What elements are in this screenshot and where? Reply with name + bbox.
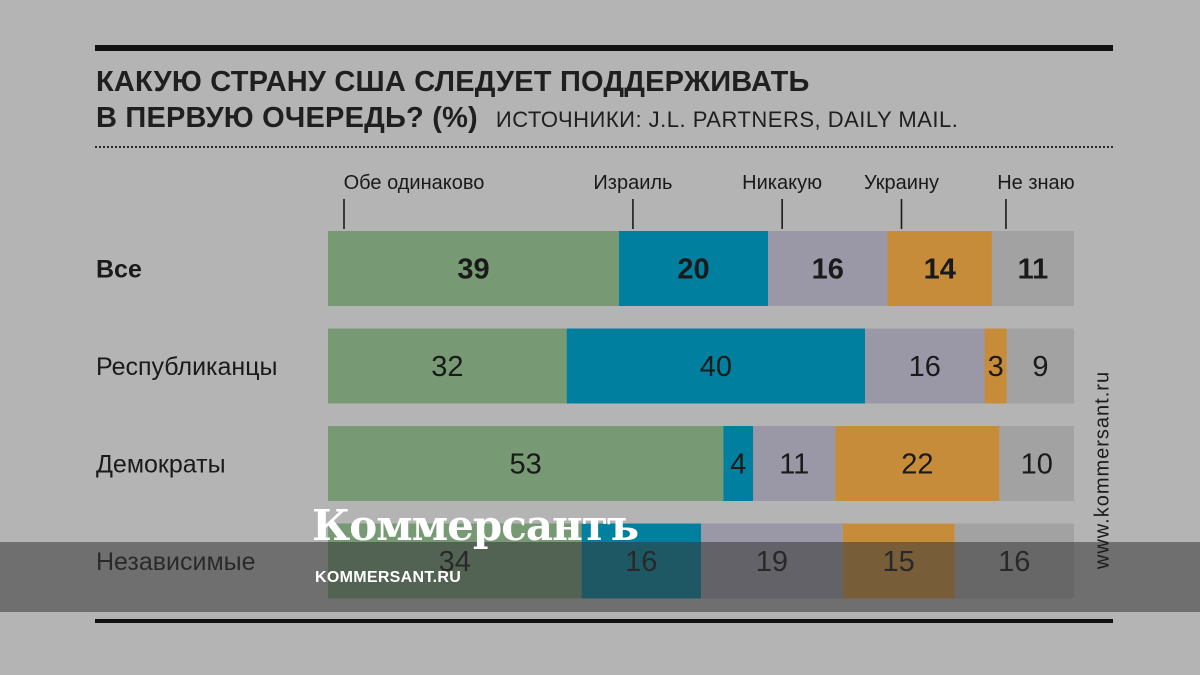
bar-segment-израиль — [723, 426, 754, 501]
legend-label-обе-одинаково: Обе одинаково — [344, 172, 485, 194]
value-label: 40 — [700, 351, 732, 383]
vertical-url-watermark: www.kommersant.ru — [1091, 370, 1114, 570]
title-line-2: В ПЕРВУЮ ОЧЕРЕДЬ? (%) ИСТОЧНИКИ: J.L. PAR… — [96, 100, 958, 138]
value-label: 9 — [1032, 351, 1048, 383]
legend-label-никакую: Никакую — [742, 172, 822, 194]
bar-segment-израиль — [618, 231, 769, 306]
bar-segment-никакую — [768, 231, 888, 306]
value-label: 3 — [988, 351, 1004, 383]
bar-segment-украину — [984, 328, 1007, 404]
value-label: 20 — [677, 254, 709, 286]
value-label: 11 — [779, 449, 809, 481]
brand-url-watermark: KOMMERSANT.RU — [315, 569, 462, 586]
value-label: 22 — [901, 449, 933, 481]
dotted-divider — [95, 146, 1113, 148]
chart-title: КАКУЮ СТРАНУ США СЛЕДУЕТ ПОДДЕРЖИВАТЬ В … — [96, 64, 958, 138]
value-label: 11 — [1018, 254, 1049, 286]
legend-label-израиль: Израиль — [593, 172, 672, 194]
legend-label-не-знаю: Не знаю — [997, 172, 1074, 194]
value-label: 16 — [812, 254, 844, 286]
legend-label-украину: Украину — [864, 172, 939, 194]
title-line-1: КАКУЮ СТРАНУ США СЛЕДУЕТ ПОДДЕРЖИВАТЬ — [96, 66, 810, 98]
bar-segment-не-знаю — [1006, 328, 1074, 404]
source-note: ИСТОЧНИКИ: J.L. PARTNERS, DAILY MAIL. — [495, 107, 959, 132]
title-line-2-text: В ПЕРВУЮ ОЧЕРЕДЬ? (%) — [96, 102, 478, 134]
value-label: 39 — [457, 254, 489, 286]
brand-logo-watermark: Коммерсантъ — [312, 501, 639, 550]
row-label: Республиканцы — [96, 353, 278, 381]
bar-segment-обе-одинаково — [328, 231, 619, 306]
bar-segment-никакую — [865, 328, 985, 404]
bar-segment-не-знаю — [991, 231, 1074, 306]
bar-segment-украину — [887, 231, 992, 306]
bar-segment-израиль — [566, 328, 866, 404]
row-label: Демократы — [96, 451, 226, 479]
bar-segment-украину — [835, 426, 1000, 501]
value-label: 53 — [510, 449, 542, 481]
bar-segment-никакую — [753, 426, 836, 501]
bar-segment-не-знаю — [999, 426, 1074, 501]
bar-segment-обе-одинаково — [328, 328, 567, 404]
value-label: 4 — [730, 449, 746, 481]
watermark-band — [0, 542, 1200, 612]
top-rule — [95, 45, 1113, 51]
value-label: 10 — [1021, 449, 1053, 481]
value-label: 32 — [431, 351, 463, 383]
bar-segment-обе-одинаково — [328, 426, 724, 501]
value-label: 14 — [924, 254, 956, 286]
value-label: 16 — [909, 351, 941, 383]
bottom-rule — [95, 619, 1113, 623]
row-label: Все — [96, 256, 142, 284]
